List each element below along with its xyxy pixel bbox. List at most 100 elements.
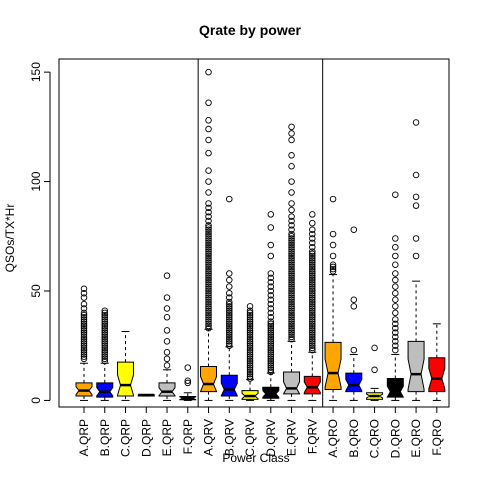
box-f-qro	[428, 323, 446, 401]
outlier-point	[309, 316, 316, 323]
outlier-point	[288, 331, 295, 339]
outlier-point	[205, 307, 212, 314]
outlier-point	[412, 252, 420, 260]
outlier-point	[288, 136, 295, 144]
outlier-point	[205, 149, 212, 157]
outlier-point	[80, 294, 88, 301]
outlier-point	[163, 355, 171, 363]
outlier-point	[309, 346, 316, 354]
outlier-point	[267, 224, 275, 231]
outlier-point	[267, 351, 275, 358]
outlier-point	[163, 314, 171, 321]
outlier-point	[267, 333, 275, 341]
outlier-point	[288, 222, 295, 229]
outlier-point	[288, 272, 295, 279]
outlier-point	[288, 189, 295, 196]
outlier-point	[226, 338, 233, 345]
x-axis-label: Power Class	[222, 451, 289, 465]
outlier-point	[309, 294, 316, 301]
outlier-point	[392, 270, 399, 277]
outlier-point	[205, 318, 212, 325]
outlier-point	[101, 318, 109, 325]
x-tick-label: F.QRP	[181, 419, 195, 454]
outlier-point	[288, 213, 295, 220]
outlier-point	[267, 340, 275, 347]
outlier-point	[226, 307, 233, 314]
outlier-point	[205, 226, 212, 233]
outlier-point	[309, 322, 316, 330]
outlier-point	[246, 316, 254, 323]
outlier-point	[226, 342, 233, 349]
outlier-point	[392, 309, 399, 317]
outlier-point	[101, 311, 109, 319]
x-tick-label: F.QRV	[305, 419, 319, 454]
outlier-point	[288, 294, 295, 301]
outlier-point	[226, 314, 233, 321]
outlier-point	[288, 178, 295, 185]
outlier-point	[246, 375, 254, 382]
outlier-point	[80, 300, 88, 308]
outlier-point	[288, 298, 295, 306]
outlier-point	[226, 322, 233, 330]
outlier-point	[101, 329, 109, 336]
outlier-point	[309, 314, 316, 321]
outlier-point	[309, 320, 316, 328]
outlier-point	[205, 257, 212, 264]
outlier-point	[329, 252, 337, 260]
outlier-point	[101, 324, 109, 332]
box-c-qrv	[241, 303, 259, 401]
outlier-point	[412, 193, 420, 201]
outlier-point	[288, 250, 295, 258]
outlier-point	[309, 261, 316, 268]
outlier-point	[288, 292, 295, 299]
outlier-point	[288, 318, 295, 325]
outlier-point	[101, 344, 109, 352]
outlier-point	[226, 309, 233, 317]
outlier-point	[309, 239, 316, 247]
outlier-point	[205, 243, 212, 251]
outlier-point	[288, 281, 295, 288]
outlier-point	[267, 346, 275, 354]
outlier-point	[309, 219, 316, 227]
outlier-point	[101, 333, 109, 341]
outlier-point	[205, 311, 212, 319]
outlier-point	[163, 338, 171, 345]
x-tick-label: B.QRV	[222, 419, 236, 456]
outlier-point	[246, 303, 254, 310]
outlier-point	[205, 283, 212, 290]
outlier-point	[412, 235, 420, 242]
outlier-point	[80, 311, 88, 319]
outlier-point	[101, 307, 109, 314]
outlier-point	[246, 366, 254, 374]
outlier-point	[205, 239, 212, 247]
outlier-point	[246, 324, 254, 332]
outlier-point	[246, 331, 254, 339]
outlier-point	[101, 342, 109, 349]
x-tick-label: A.QRP	[77, 419, 91, 456]
outlier-point	[288, 265, 295, 273]
outlier-point	[392, 235, 399, 242]
outlier-point	[246, 349, 254, 356]
outlier-point	[288, 261, 295, 268]
x-tick-label: E.QRO	[409, 419, 423, 458]
outlier-point	[205, 285, 212, 293]
outlier-point	[80, 351, 88, 358]
outlier-point	[163, 294, 171, 301]
outlier-point	[329, 263, 337, 271]
x-tick-label: D.QRP	[139, 419, 153, 457]
outlier-point	[101, 340, 109, 347]
outlier-point	[205, 320, 212, 328]
outlier-point	[226, 311, 233, 319]
outlier-point	[288, 278, 295, 286]
outlier-point	[288, 320, 295, 328]
box-body	[386, 378, 405, 398]
box-body	[96, 382, 114, 398]
box-f-qrp	[179, 364, 197, 401]
outlier-point	[309, 335, 316, 343]
outlier-point	[267, 331, 275, 339]
outlier-point	[309, 303, 316, 310]
box-c-qro	[366, 344, 384, 401]
outlier-point	[288, 285, 295, 293]
outlier-point	[205, 254, 212, 262]
x-tick-label: D.QRV	[264, 419, 278, 457]
